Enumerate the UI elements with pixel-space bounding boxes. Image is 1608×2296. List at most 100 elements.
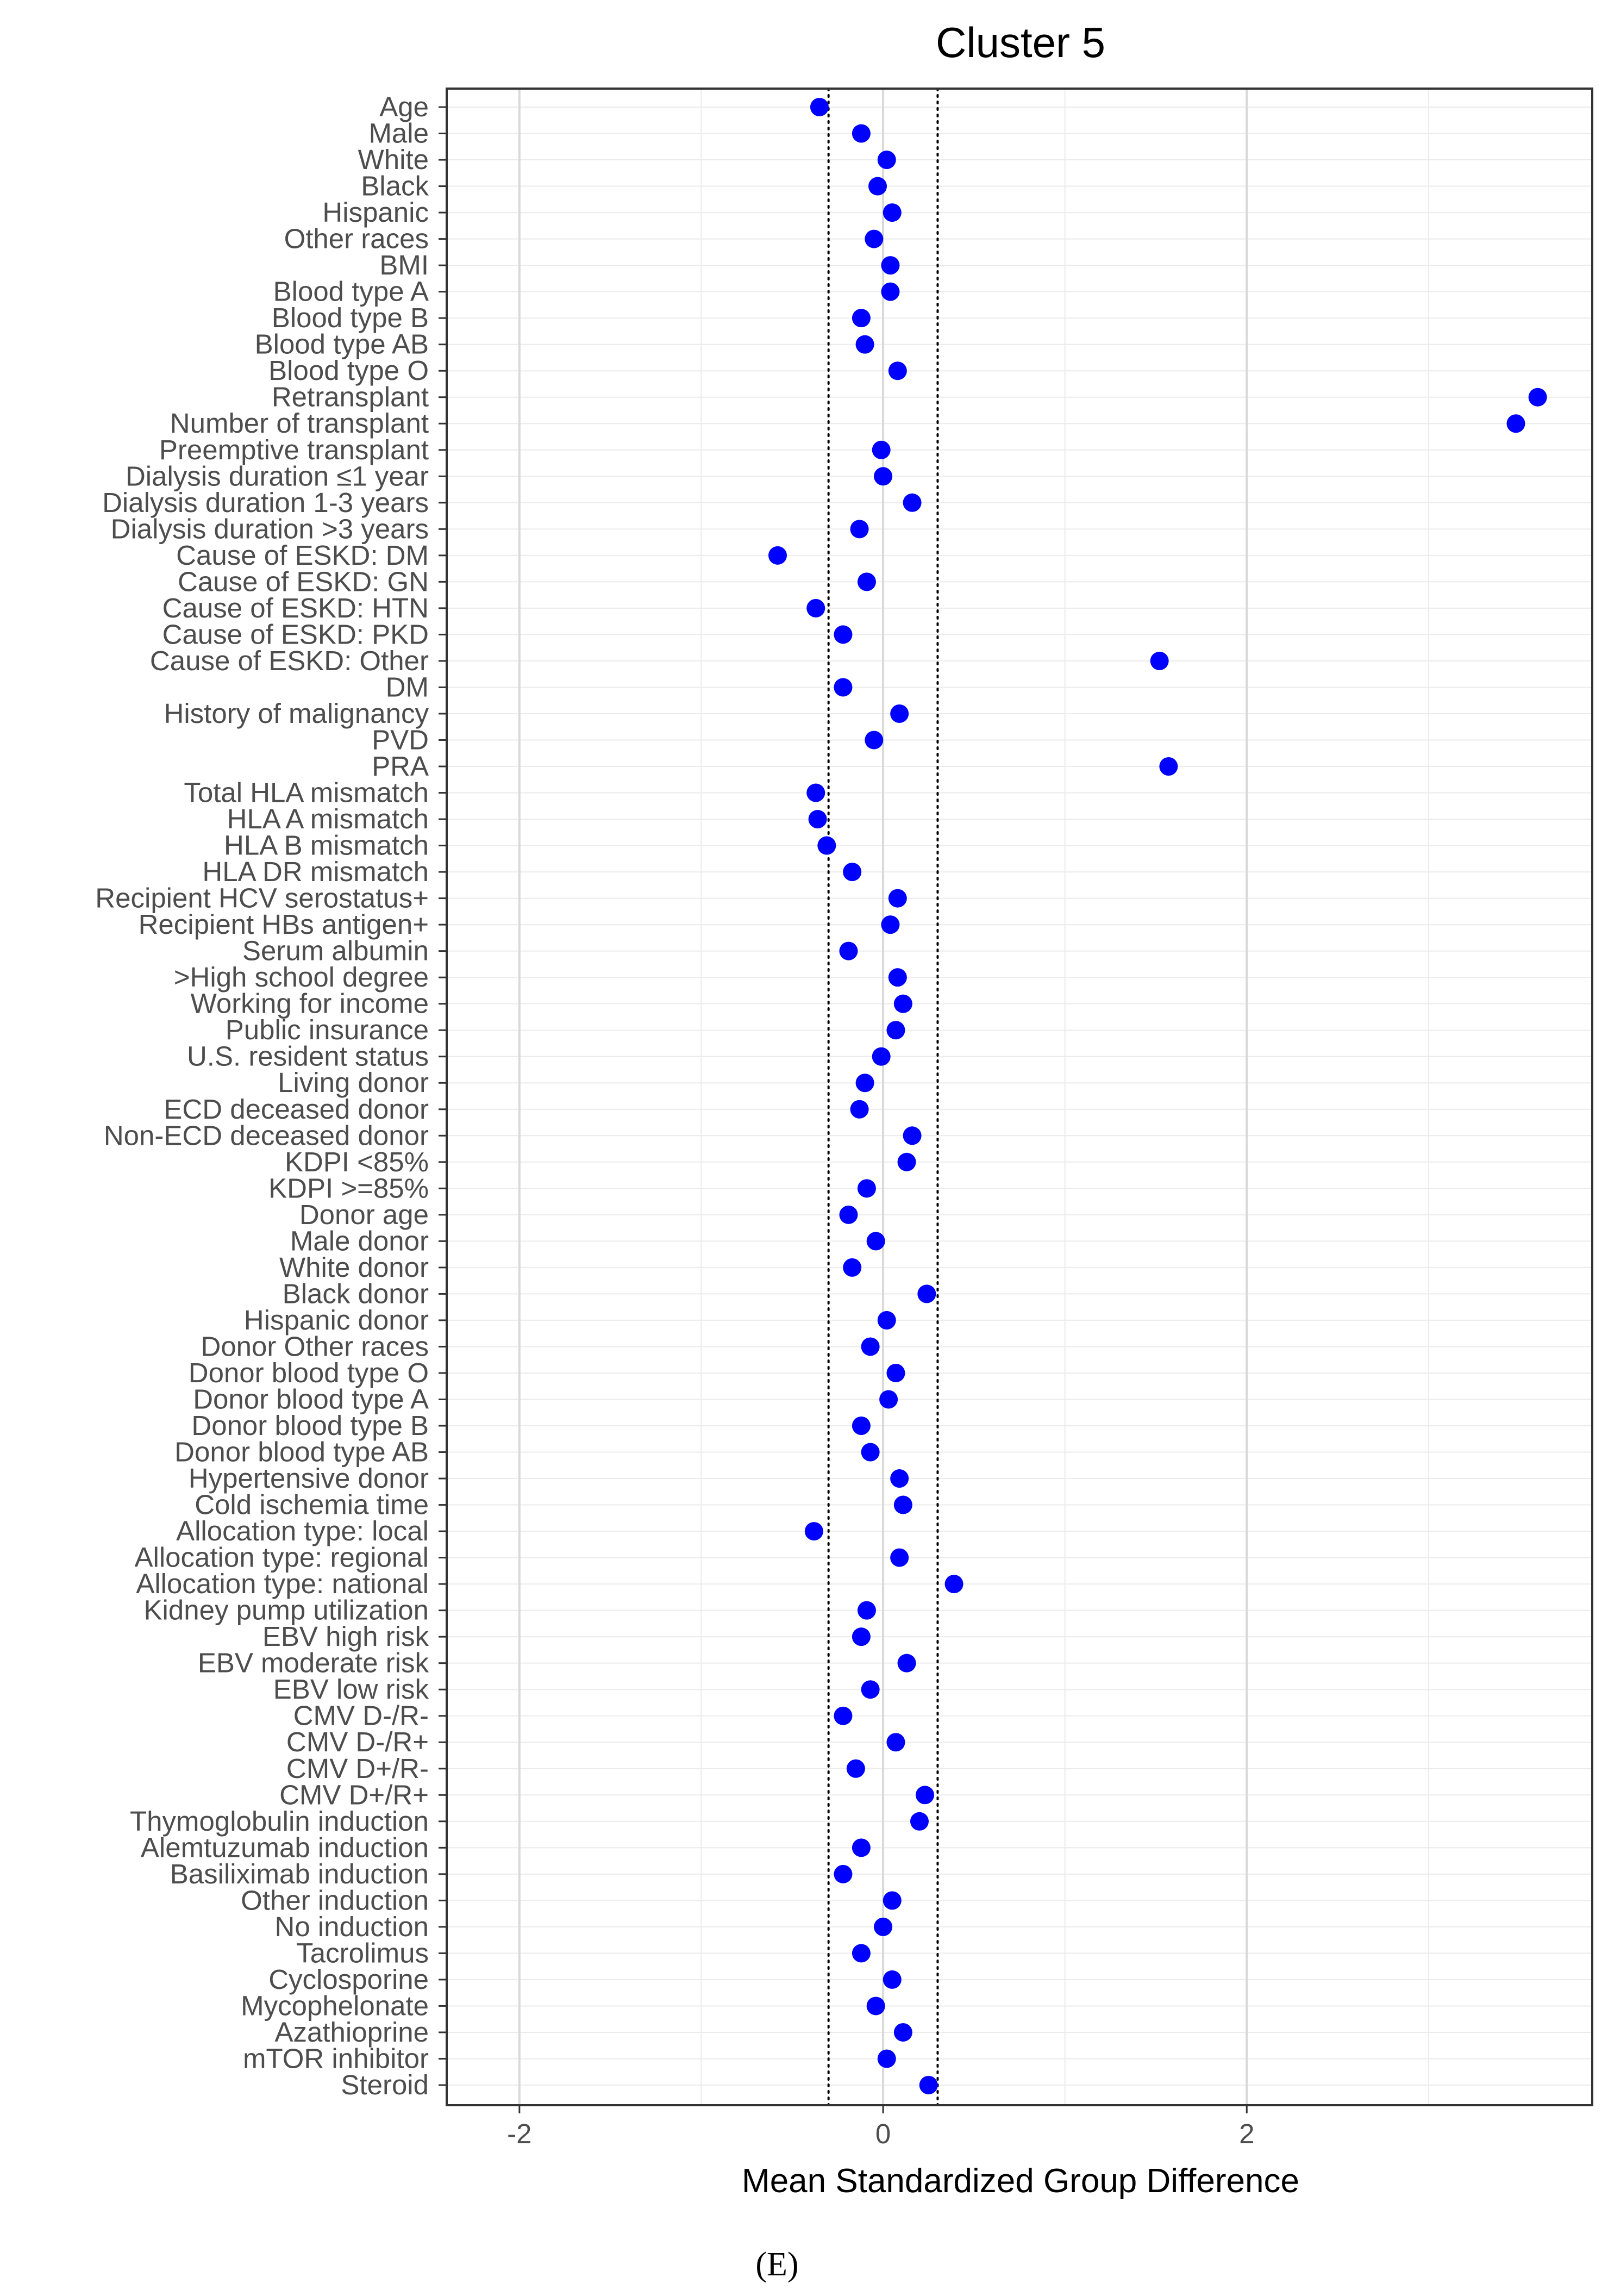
category-label: Basiliximab induction [170,1858,429,1889]
data-point [852,309,871,328]
data-point [868,177,887,196]
data-point [897,1654,916,1673]
category-label: HLA B mismatch [224,830,429,861]
category-label: Allocation type: national [136,1568,429,1599]
data-point [886,1733,905,1752]
data-point [893,2023,912,2042]
category-label: Allocation type: regional [134,1542,429,1573]
data-point [883,1970,902,1989]
category-label: Allocation type: local [176,1515,429,1546]
category-label: Number of transplant [170,408,429,439]
category-label: CMV D-/R- [293,1700,429,1731]
data-point [834,678,853,697]
data-point [910,1812,929,1831]
data-point [881,282,900,301]
category-label: U.S. resident status [187,1041,429,1072]
data-point [850,1100,869,1119]
data-point [865,731,884,750]
data-point [903,1126,922,1145]
category-label: Dialysis duration 1-3 years [102,487,429,518]
data-point [817,836,836,855]
data-point [888,361,907,380]
category-label: Tacrolimus [296,1937,429,1968]
data-point [917,1284,936,1303]
data-point [890,1548,909,1567]
category-label: Donor Other races [201,1331,429,1362]
data-point [874,467,893,486]
data-point [881,256,900,275]
category-label: Age [379,91,429,122]
data-point [857,572,876,591]
category-label: CMV D+/R+ [279,1779,429,1810]
category-label: White donor [279,1252,429,1283]
data-point [806,598,825,617]
data-point [1159,757,1178,776]
data-point [834,1864,853,1883]
category-label: Cyclosporine [268,1964,429,1995]
data-point [881,915,900,934]
data-point [834,1706,853,1725]
category-label: White [358,144,429,175]
category-label: Alemtuzumab induction [141,1832,429,1863]
category-label: Donor blood type B [191,1410,429,1441]
category-label: Hispanic donor [244,1305,429,1336]
category-label: Non-ECD deceased donor [104,1120,429,1151]
category-label: Male donor [290,1225,429,1256]
category-label: HLA A mismatch [227,803,429,834]
data-point [846,1759,865,1778]
data-point [874,1917,893,1936]
data-point [888,968,907,987]
category-label: Azathioprine [274,2017,429,2048]
data-point [810,98,829,116]
category-label: mTOR inhibitor [243,2043,429,2074]
x-axis-ticks: -2 0 2 [507,2105,1254,2149]
data-point [806,783,825,802]
category-label: Cause of ESKD: PKD [162,619,429,650]
data-point [890,1469,909,1488]
data-point [877,1311,896,1330]
category-label: ECD deceased donor [164,1094,429,1125]
category-label: Blood type O [268,355,429,386]
x-tick-label: -2 [507,2118,531,2149]
x-tick-label: 0 [875,2118,891,2149]
data-point [861,1337,880,1356]
figure-caption: (E) [755,2246,798,2283]
data-points [768,98,1547,2094]
category-label: Hypertensive donor [189,1463,429,1494]
data-point [886,1021,905,1040]
category-label: Cause of ESKD: HTN [162,592,429,623]
category-label: Recipient HCV serostatus+ [95,883,429,914]
category-label: Total HLA mismatch [184,777,429,808]
data-point [865,229,884,248]
chart-title: Cluster 5 [936,18,1105,66]
category-label: PRA [372,751,429,782]
data-point [893,1495,912,1514]
data-point [866,1996,885,2016]
category-label: Kidney pump utilization [144,1595,429,1626]
category-label: Public insurance [226,1014,429,1045]
category-label: Black [361,171,429,202]
data-point [872,1047,891,1066]
data-point [857,1179,876,1198]
data-point [897,1152,916,1171]
data-point [852,1944,871,1963]
category-label: Cause of ESKD: GN [178,566,429,597]
category-label: Donor age [299,1199,429,1230]
category-label: Recipient HBs antigen+ [139,909,429,940]
data-point [883,203,902,222]
category-label: HLA DR mismatch [202,856,429,887]
category-label: Living donor [278,1067,429,1098]
x-tick-label: 2 [1239,2118,1254,2149]
data-point [888,889,907,908]
category-label: Blood type B [272,302,429,333]
category-label: Other races [284,223,429,254]
grid [447,89,1592,2105]
data-point [857,1601,876,1620]
data-point [804,1522,823,1541]
category-label: BMI [379,249,429,280]
data-point [879,1390,898,1409]
data-point [893,994,912,1013]
data-point [852,1838,871,1857]
